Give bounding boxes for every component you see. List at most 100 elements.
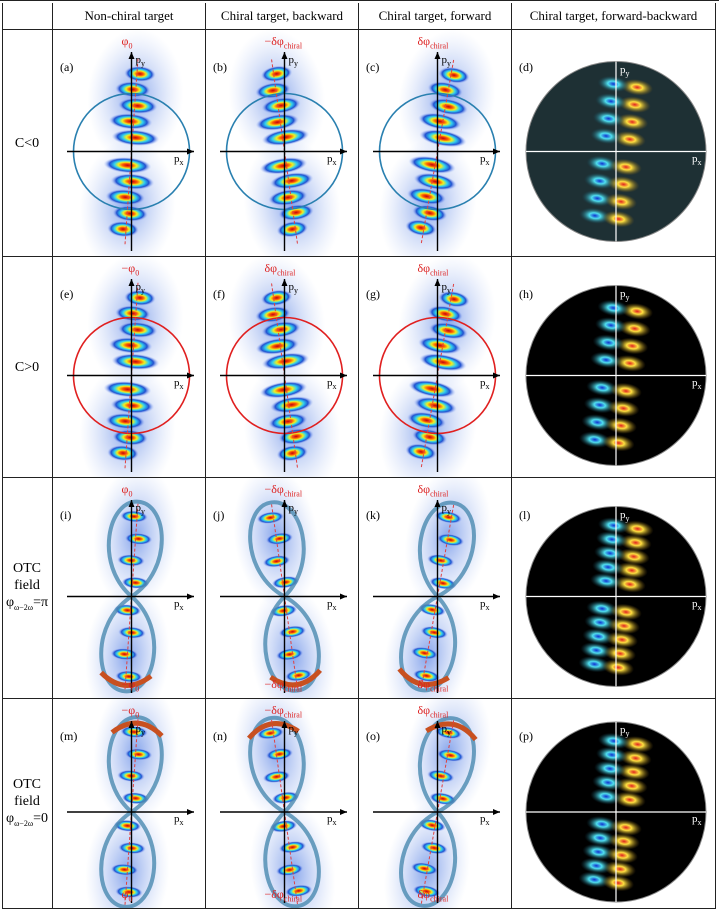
axis-label-x-base: p — [480, 152, 486, 165]
shape — [617, 763, 650, 781]
axis-label-x-sub: x — [485, 602, 490, 612]
shape — [613, 355, 646, 372]
shape — [616, 337, 649, 355]
shape — [420, 626, 449, 639]
axis-label-y: py — [136, 502, 146, 516]
panel: px py (l) — [512, 478, 716, 699]
shape — [284, 375, 299, 470]
shape — [265, 747, 294, 761]
panel-image — [67, 30, 194, 256]
shape — [610, 819, 642, 836]
shape — [618, 96, 651, 113]
axis-label-x: px — [174, 598, 184, 612]
row-formula-tail: =0 — [33, 810, 49, 826]
panel: px py (b) −δφchiral — [206, 30, 359, 257]
shape — [615, 777, 648, 795]
axis-label-y: py — [442, 723, 452, 737]
shape — [596, 746, 628, 764]
shape — [604, 860, 636, 878]
axis-label-x-base: p — [327, 376, 333, 389]
shape — [596, 531, 628, 548]
frame-left — [2, 3, 3, 909]
annotation-sub: chiral — [283, 894, 303, 904]
axis-label-x: px — [480, 598, 490, 612]
shape — [582, 843, 615, 861]
shape — [586, 600, 619, 617]
axis-label-y: py — [442, 281, 452, 295]
shape — [397, 667, 450, 688]
shape — [595, 317, 627, 334]
shape — [246, 721, 300, 740]
shape — [120, 725, 149, 739]
annotation-base: −δφ — [264, 703, 284, 717]
annotation: δφchiral — [418, 887, 449, 903]
annotation-base: δφ — [417, 677, 431, 691]
axis-label-x-sub: x — [697, 818, 702, 828]
axis-label-x-base: p — [692, 152, 698, 165]
shape — [586, 815, 619, 833]
row-formula: φω−2ω=π — [6, 594, 48, 616]
axis-label-x-base: p — [692, 813, 698, 825]
shape — [605, 417, 637, 434]
shape — [437, 502, 455, 597]
panel-tag: (i) — [60, 508, 72, 522]
shape — [595, 93, 627, 110]
axis-label-x-base: p — [480, 597, 486, 610]
row-label-line: C<0 — [14, 135, 40, 151]
shape — [420, 151, 438, 246]
shape — [578, 207, 611, 224]
shape — [284, 884, 313, 898]
shape — [255, 82, 291, 99]
row-label-line: field — [14, 578, 40, 594]
panel-tag: (o) — [366, 729, 380, 743]
annotation: δφchiral — [418, 482, 449, 498]
panel-tag: (b) — [213, 60, 227, 74]
axis-label-x: px — [692, 153, 702, 167]
shape — [124, 151, 132, 247]
axis-label-y: py — [289, 281, 299, 295]
axis-label-x: px — [692, 377, 702, 391]
column-header: Chiral target, backward — [206, 3, 359, 30]
shape — [418, 336, 462, 355]
shape — [131, 717, 139, 813]
shape — [408, 155, 456, 174]
panel-image — [525, 285, 707, 466]
axis-label-x-base: p — [327, 152, 333, 165]
annotation-base: φ — [121, 482, 129, 496]
panel-image — [220, 478, 347, 698]
shape — [255, 113, 300, 131]
axis-label-y: py — [620, 724, 630, 738]
panel: px py (o) δφchiral δφchiral — [359, 699, 512, 909]
row-label-line: field — [14, 793, 40, 809]
shape — [413, 396, 457, 415]
axis-label-y-base: p — [441, 723, 448, 735]
row-label-line: C>0 — [14, 359, 40, 375]
shape — [269, 668, 323, 688]
shape — [99, 670, 153, 688]
axis-label-x-sub: x — [332, 602, 337, 612]
axis-label-y-sub: y — [447, 286, 451, 296]
row-label: OTC field φω−2ω=0 — [2, 699, 53, 909]
shape — [103, 381, 152, 398]
axis-label-y: py — [620, 288, 630, 302]
axis-label-y: py — [136, 723, 146, 737]
panel-tag: (l) — [519, 508, 531, 522]
shape — [578, 732, 654, 892]
annotation: φ0 — [122, 887, 133, 903]
panel-tag: (c) — [366, 60, 380, 74]
shape — [408, 379, 456, 398]
shape — [621, 736, 654, 753]
shape — [597, 517, 630, 534]
shape — [586, 155, 619, 172]
column-header: Chiral target, forward — [359, 3, 512, 30]
panel: px py (e) −φ0 — [53, 257, 206, 478]
annotation-base: δφ — [417, 482, 431, 496]
annotation-base: −φ — [121, 261, 136, 275]
shape — [597, 75, 630, 93]
axis-label-x-base: p — [480, 376, 486, 389]
shape — [578, 655, 611, 673]
axis-label-y-base: p — [288, 54, 295, 66]
axis-label-x-sub: x — [485, 381, 490, 391]
shape — [602, 659, 635, 676]
panel-image — [525, 721, 707, 903]
